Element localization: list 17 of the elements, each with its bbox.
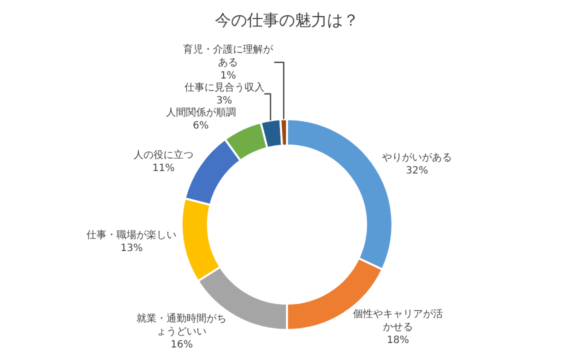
- data-label: 3%: [216, 95, 232, 106]
- slice-label: 仕事に見合う収入: [184, 81, 264, 94]
- data-label: 18%: [386, 335, 410, 346]
- data-label: 11%: [152, 162, 175, 174]
- slice-label: 就業・通勤時間がちょうどいい: [136, 312, 227, 338]
- data-label: 13%: [120, 242, 143, 254]
- data-label: 1%: [220, 70, 236, 82]
- slice-label: 人間関係が順調: [166, 106, 236, 118]
- slice-label: 仕事・職場が楽しい: [86, 228, 177, 241]
- slice-label: 育児・介護に理解がある: [183, 43, 274, 68]
- data-label: 6%: [192, 120, 209, 132]
- chart-title: 今の仕事の魅力は？: [215, 10, 359, 30]
- data-label: 32%: [406, 166, 428, 177]
- slice-label: 個性やキャリアが活かせる: [353, 308, 444, 334]
- data-label: 16%: [170, 340, 193, 351]
- slice-label: 人の役に立つ: [134, 148, 194, 161]
- slice-label: やりがいがある: [382, 152, 452, 164]
